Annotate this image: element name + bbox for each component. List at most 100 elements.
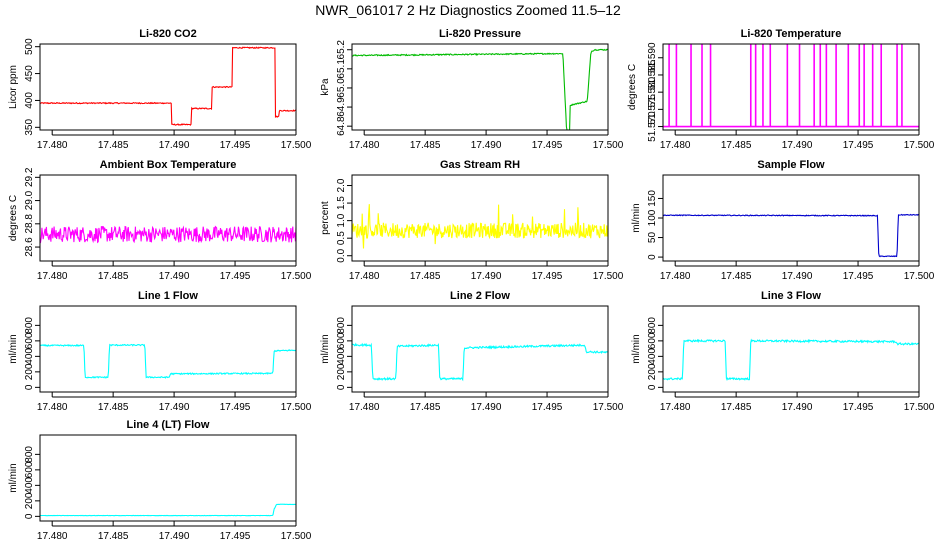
y-tick-label: 0 [24,384,35,390]
x-tick-label: 17.480 [349,140,380,151]
x-tick-label: 17.480 [349,402,380,413]
x-tick-label: 17.490 [471,140,502,151]
plot-frame [662,43,920,131]
panel-title: Li-820 CO2 [139,28,196,40]
panel-3: Ambient Box Temperature 17.480 17.485 17.49… [8,159,312,282]
x-tick-label: 17.485 [410,140,441,151]
x-tick-label: 17.480 [660,402,691,413]
panel-title: Sample Flow [757,159,825,171]
y-tick-label: 600 [336,332,347,349]
series-line [352,342,609,382]
y-axis-label: kPa [320,78,331,96]
y-axis-label: Licor ppm [8,65,19,109]
y-axis-label: percent [320,201,331,235]
panel-title: Gas Stream RH [440,159,520,171]
y-tick-label: 0.5 [336,231,347,245]
y-tick-label: 0 [647,254,658,260]
y-axis-label: ml/min [631,203,642,232]
panel-0: Li-820 CO2 17.480 17.485 17.490 17.495 17.500… [8,28,312,151]
panel-8: Line 3 Flow 17.480 17.485 17.490 17.495 17.50… [631,290,935,413]
y-tick-label: 100 [647,209,658,226]
panel-4: Gas Stream RH 17.480 17.485 17.490 17.495 17.… [320,159,624,282]
x-tick-label: 17.485 [98,531,129,540]
y-tick-label: 600 [24,461,35,478]
y-tick-label: 29.2 [24,167,35,187]
x-tick-label: 17.485 [721,402,752,413]
x-tick-label: 17.495 [220,531,251,540]
plot-frame [39,305,297,393]
y-tick-label: 800 [24,317,35,334]
y-axis-label: ml/min [631,334,642,363]
y-tick-label: 800 [647,317,658,334]
x-tick-label: 17.485 [410,271,441,282]
y-tick-label: 29.0 [24,190,35,210]
panel-title: Line 3 Flow [761,290,821,302]
series-line [39,46,297,126]
y-tick-label: 65.2 [336,40,347,60]
y-tick-label: 0 [24,513,35,519]
x-tick-label: 17.495 [843,271,874,282]
x-tick-label: 17.490 [159,531,190,540]
y-tick-label: 64.9 [336,97,347,117]
plot-frame [351,43,609,131]
y-tick-label: 28.6 [24,237,35,257]
x-tick-label: 17.480 [660,271,691,282]
x-tick-label: 17.490 [159,402,190,413]
x-tick-label: 17.485 [98,402,129,413]
series-line [351,48,609,131]
x-tick-label: 17.485 [98,140,129,151]
x-tick-label: 17.500 [281,402,312,413]
x-tick-label: 17.495 [220,140,251,151]
x-tick-label: 17.500 [593,271,624,282]
y-axis-label: ml/min [320,334,331,363]
y-tick-label: 50 [647,232,658,244]
y-tick-label: 0.0 [336,248,347,262]
panel-7: Line 2 Flow 17.480 17.485 17.490 17.495 17.50… [320,290,624,413]
series-line [39,343,297,379]
panel-title: Line 1 Flow [138,290,198,302]
y-tick-label: 1.5 [336,196,347,210]
series-line [663,44,919,128]
y-axis-label: ml/min [8,463,19,492]
y-tick-label: 51.580 [647,76,658,107]
x-tick-label: 17.495 [532,271,563,282]
y-tick-label: 400 [647,348,658,365]
y-tick-label: 0 [336,384,347,390]
x-tick-label: 17.490 [782,271,813,282]
panel-5: Sample Flow 17.480 17.485 17.490 17.495 17.50… [631,159,935,282]
plot-frame [351,174,609,262]
y-axis-label: degrees C [627,64,638,110]
panel-title: Line 4 (LT) Flow [127,419,210,431]
x-tick-label: 17.500 [281,140,312,151]
x-tick-label: 17.490 [471,402,502,413]
x-tick-label: 17.500 [281,531,312,540]
x-tick-label: 17.495 [220,402,251,413]
x-tick-label: 17.480 [37,140,68,151]
y-tick-label: 400 [24,477,35,494]
panel-title: Ambient Box Temperature [100,159,237,171]
y-tick-label: 400 [24,348,35,365]
series-line [39,503,297,517]
plot-frame [39,43,297,131]
panel-6: Line 1 Flow 17.480 17.485 17.490 17.495 17.50… [8,290,312,413]
y-tick-label: 600 [24,332,35,349]
x-tick-label: 17.500 [904,402,935,413]
x-tick-label: 17.495 [843,402,874,413]
x-tick-label: 17.485 [410,402,441,413]
series-line [39,225,297,244]
y-tick-label: 800 [336,317,347,334]
x-tick-label: 17.490 [782,402,813,413]
y-tick-label: 65.1 [336,59,347,79]
plot-frame [351,305,609,393]
y-tick-label: 65.0 [336,78,347,98]
x-tick-label: 17.485 [98,271,129,282]
figure-title: NWR_061017 2 Hz Diagnostics Zoomed 11.5–… [315,2,621,18]
panel-title: Li-820 Pressure [439,28,521,40]
y-tick-label: 150 [647,190,658,207]
y-tick-label: 1.0 [336,213,347,227]
x-tick-label: 17.480 [349,271,380,282]
y-tick-label: 28.8 [24,214,35,234]
x-tick-label: 17.485 [721,140,752,151]
x-tick-label: 17.500 [593,402,624,413]
